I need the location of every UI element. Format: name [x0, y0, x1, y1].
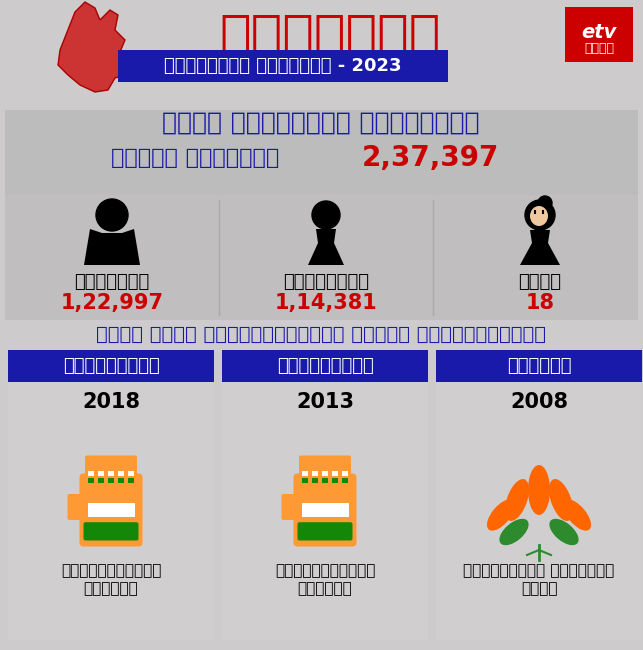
- Text: etv: etv: [581, 23, 617, 42]
- Bar: [342, 471, 348, 476]
- Text: ಪಾಟೀಲ್: ಪಾಟೀಲ್: [84, 582, 138, 597]
- Bar: [5, 320, 638, 350]
- FancyBboxPatch shape: [319, 456, 331, 488]
- Ellipse shape: [563, 499, 591, 530]
- Text: 2,37,397: 2,37,397: [361, 144, 499, 172]
- Ellipse shape: [528, 465, 550, 515]
- Text: ಮಹಿಳೆಯರು: ಮಹಿಳೆಯರು: [283, 273, 369, 291]
- Bar: [342, 478, 348, 482]
- Bar: [302, 471, 308, 476]
- Bar: [222, 350, 428, 382]
- Bar: [108, 478, 114, 482]
- Polygon shape: [520, 230, 560, 265]
- FancyBboxPatch shape: [329, 456, 341, 488]
- Bar: [5, 110, 638, 195]
- Bar: [118, 50, 448, 82]
- Circle shape: [96, 199, 128, 231]
- Text: ಕಳೆದ ಮೂರು ಚುನಾವಣೆಯಲ್ಲಿ ಗೆದ್ದ ಅಭ್ಯರ್ಥಿಗಳು: ಕಳೆದ ಮೂರು ಚುನಾವಣೆಯಲ್ಲಿ ಗೆದ್ದ ಅಭ್ಯರ್ಥಿಗಳು: [96, 324, 546, 343]
- Bar: [128, 471, 134, 476]
- Bar: [8, 350, 214, 382]
- Polygon shape: [84, 229, 140, 265]
- Circle shape: [525, 200, 555, 230]
- Ellipse shape: [505, 479, 529, 521]
- Bar: [322, 471, 328, 476]
- Text: 2018: 2018: [82, 392, 140, 412]
- Ellipse shape: [487, 499, 515, 530]
- FancyBboxPatch shape: [115, 456, 127, 488]
- Text: 18: 18: [525, 293, 554, 313]
- Ellipse shape: [549, 519, 579, 545]
- Ellipse shape: [530, 206, 548, 226]
- Polygon shape: [308, 229, 344, 265]
- Bar: [302, 503, 349, 517]
- Circle shape: [538, 196, 552, 210]
- Bar: [312, 471, 318, 476]
- Bar: [128, 478, 134, 482]
- Bar: [87, 503, 134, 517]
- Text: భారత: భారత: [584, 42, 614, 55]
- Text: ಯಶವಂತರಾಯಗೌಡ: ಯಶವಂತರಾಯಗೌಡ: [275, 564, 375, 578]
- Text: 2013: 2013: [296, 392, 354, 412]
- FancyBboxPatch shape: [85, 456, 97, 488]
- Text: ಪಾಟೀಲ್: ಪಾಟೀಲ್: [298, 582, 352, 597]
- Bar: [322, 478, 328, 482]
- Text: ಯಶವಂತರಾಯಗೌಡ: ಯಶವಂತರಾಯಗೌಡ: [61, 564, 161, 578]
- Text: ವಿಧಾನಸಭೆ ಚುನಾವಣೆ - 2023: ವಿಧಾನಸಭೆ ಚುನಾವಣೆ - 2023: [164, 57, 402, 75]
- Text: ಕಾಂಗ್ರೆಸ್: ಕಾಂಗ್ರೆಸ್: [276, 357, 374, 375]
- Bar: [436, 350, 642, 640]
- Text: ಕಾಂಗ್ರೆಸ್: ಕಾಂಗ್ರೆಸ್: [62, 357, 159, 375]
- Bar: [8, 350, 214, 640]
- FancyBboxPatch shape: [309, 456, 321, 488]
- Text: ಕರ್ನಾಟಕ: ಕರ್ನಾಟಕ: [219, 11, 440, 63]
- FancyBboxPatch shape: [293, 473, 356, 547]
- FancyBboxPatch shape: [299, 456, 311, 488]
- Text: ಇಂಡಿ ವಿಧಾನಸಭಾ ಕ್ಷೇತಭ್ರ: ಇಂಡಿ ವಿಧಾನಸಭಾ ಕ್ಷೇತಭ್ರ: [162, 111, 480, 135]
- Bar: [222, 350, 428, 640]
- Bar: [98, 478, 104, 482]
- Circle shape: [312, 201, 340, 229]
- FancyBboxPatch shape: [125, 456, 137, 488]
- Ellipse shape: [549, 479, 573, 521]
- Bar: [88, 478, 94, 482]
- FancyBboxPatch shape: [339, 456, 351, 488]
- FancyBboxPatch shape: [68, 494, 84, 520]
- Text: 1,22,997: 1,22,997: [60, 293, 163, 313]
- FancyBboxPatch shape: [298, 522, 352, 541]
- Bar: [118, 478, 124, 482]
- Bar: [332, 478, 338, 482]
- Text: ಒಟ್ಟು ಮತದಾರರು: ಒಟ್ಟು ಮತದಾರರು: [111, 148, 279, 168]
- Bar: [88, 471, 94, 476]
- Text: ಬಿಜೆಪಿ: ಬಿಜೆಪಿ: [507, 357, 571, 375]
- Bar: [302, 478, 308, 482]
- Bar: [108, 471, 114, 476]
- Text: ಪುರುಷರು: ಪುರುಷರು: [75, 273, 150, 291]
- Bar: [312, 478, 318, 482]
- Text: 2008: 2008: [510, 392, 568, 412]
- FancyBboxPatch shape: [282, 494, 298, 520]
- Bar: [436, 350, 642, 382]
- Polygon shape: [58, 2, 130, 92]
- Text: ಇತರೆ: ಇತರೆ: [518, 273, 561, 291]
- Text: ಸಾರ್ವಭೌಮು ಶಾಂತಗೌಡ: ಸಾರ್ವಭೌಮು ಶಾಂತಗೌಡ: [464, 564, 615, 578]
- Ellipse shape: [500, 519, 529, 545]
- FancyBboxPatch shape: [95, 456, 107, 488]
- FancyBboxPatch shape: [84, 522, 138, 541]
- FancyBboxPatch shape: [105, 456, 117, 488]
- FancyBboxPatch shape: [80, 473, 143, 547]
- Text: ಬಗಲಿ: ಬಗಲಿ: [521, 582, 557, 597]
- Bar: [98, 471, 104, 476]
- Bar: [118, 471, 124, 476]
- Bar: [565, 7, 633, 62]
- Bar: [332, 471, 338, 476]
- Bar: [5, 195, 638, 320]
- Text: 1,14,381: 1,14,381: [275, 293, 377, 313]
